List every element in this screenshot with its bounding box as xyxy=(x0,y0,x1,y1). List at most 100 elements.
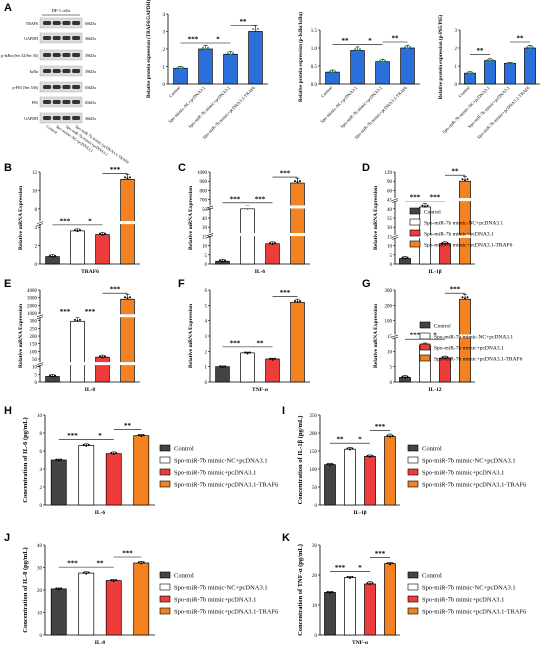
data-point xyxy=(82,443,85,446)
sig-label: *** xyxy=(85,308,96,316)
data-point xyxy=(356,49,359,52)
blot-band xyxy=(52,69,61,73)
x-category-label: Spo-miR-7b mimic+pcDNA3.1-TRAF6 xyxy=(202,85,257,140)
legend-label: Spo-miR-7b mimic-NC+pcDNA3.1 xyxy=(424,221,503,227)
data-point xyxy=(87,571,90,574)
legend-label: Spo-miR-7b mimic-NC+pcDNA3.1 xyxy=(434,335,513,341)
y-tick-label: 120 xyxy=(385,171,393,176)
blot-band xyxy=(62,53,71,57)
y-tick-label: 2 xyxy=(35,245,38,250)
legend-swatch xyxy=(407,595,419,603)
legend-label: Spo-miR-7b mimic+pcDNA3.1 xyxy=(422,470,504,477)
panel-letter-k: K xyxy=(282,532,290,544)
data-point xyxy=(471,71,474,74)
data-point xyxy=(424,205,426,208)
sig-label: ** xyxy=(124,422,132,430)
bar xyxy=(364,456,376,506)
legend-swatch xyxy=(407,571,419,579)
y-tick-label: 50 xyxy=(312,486,318,491)
x-category-label: Spo-miR-7b mimic+pcDNA3.1 xyxy=(339,85,383,129)
blot-size-label: 36kDa xyxy=(85,36,96,41)
blot-size-label: 65kDa xyxy=(85,85,96,90)
data-point xyxy=(531,45,534,48)
legend-swatch xyxy=(159,468,171,476)
chart-d: 0 5 10 15 30 35 40 45 60 90 120 Relative mRNA Expre… xyxy=(373,168,475,275)
data-point xyxy=(369,455,371,458)
data-point xyxy=(464,297,466,300)
blot-protein-label: IκBα xyxy=(30,69,38,74)
data-point xyxy=(469,72,471,75)
data-point xyxy=(401,375,404,378)
bar xyxy=(50,588,67,636)
sig-label: *** xyxy=(67,432,78,440)
chart-i: 0 50 100 150 200 250 Concentration of IL-1β (p… xyxy=(297,414,400,516)
blot-strip xyxy=(39,49,83,61)
data-point xyxy=(232,52,234,55)
y-axis-label: Relative mRNA Expression xyxy=(18,304,24,368)
data-point xyxy=(182,66,184,69)
y-tick-label: 8 xyxy=(40,432,43,437)
blot-band xyxy=(62,100,71,104)
data-point xyxy=(329,464,331,467)
data-point xyxy=(526,45,529,48)
y-tick-label: 0 xyxy=(390,263,393,268)
bar xyxy=(133,562,150,636)
blot-band xyxy=(72,53,81,57)
data-point xyxy=(386,434,389,437)
data-point xyxy=(49,374,51,377)
sig-label: *** xyxy=(67,560,78,568)
blot-band xyxy=(62,69,71,73)
legend: Control Spo-miR-7b mimic-NC+pcDNA3.1 Spo-m… xyxy=(409,207,513,249)
axis-break-mark xyxy=(206,207,214,211)
y-tick-label: 2 xyxy=(163,48,166,53)
axis-break-mark xyxy=(36,364,44,367)
blot-band xyxy=(43,85,51,89)
data-point xyxy=(104,355,106,358)
data-point xyxy=(224,365,226,368)
data-point xyxy=(296,181,299,184)
y-tick-label: 4 xyxy=(205,320,208,325)
y-tick-label: 40 xyxy=(202,217,208,222)
panel-letter-h: H xyxy=(4,405,12,417)
y-tick-label: 30 xyxy=(37,567,43,572)
bar xyxy=(240,352,255,383)
data-point xyxy=(346,576,349,579)
data-point xyxy=(346,447,349,450)
y-tick-label: 6 xyxy=(40,450,43,455)
legend-label: Spo-miR-7b mimic+pcDNA3.1-TRAF6 xyxy=(434,357,523,363)
legend: Control Spo-miR-7b mimic-NC+pcDNA3.1 Spo-m… xyxy=(419,321,523,363)
blot-size-label: 39kDa xyxy=(85,69,96,74)
y-tick-label: 50 xyxy=(202,208,208,213)
bar xyxy=(344,448,356,506)
axis-break-mark xyxy=(36,223,44,226)
y-tick-label: 900 xyxy=(200,180,208,185)
blot-protein-label: GAPDH xyxy=(24,116,38,121)
legend-swatch xyxy=(419,332,431,340)
bar xyxy=(105,580,122,636)
y-tick-label: 1000 xyxy=(27,312,38,317)
chart-e: 0 5 10 50 100 150 200 250 300 1000 2000 3000 4000 Rel… xyxy=(18,286,140,393)
x-axis-label: TRAF6 xyxy=(81,269,99,275)
data-point xyxy=(207,46,209,49)
data-point xyxy=(371,454,374,457)
legend-label: Spo-miR-7b mimic+pcDNA3.1 xyxy=(434,346,504,352)
data-point xyxy=(85,572,88,575)
sig-label: ** xyxy=(337,436,345,444)
data-point xyxy=(87,443,90,446)
y-tick-label: 2000 xyxy=(27,304,38,309)
y-tick-label: 10 xyxy=(37,612,43,617)
x-axis-label: IL-6 xyxy=(255,269,266,275)
axis-break xyxy=(392,234,475,238)
y-tick-label: 10 xyxy=(32,366,38,371)
x-axis-label: TNF-α xyxy=(252,387,269,393)
blot-band xyxy=(52,53,61,57)
data-point xyxy=(204,47,207,50)
y-tick-label: 10 xyxy=(37,414,43,419)
legend-swatch xyxy=(419,343,431,351)
data-point xyxy=(129,176,131,179)
legend-label: Spo-miR-7b mimic-NC+pcDNA3.1 xyxy=(174,585,268,592)
data-point xyxy=(269,357,271,360)
bar xyxy=(248,31,263,85)
bar xyxy=(198,48,213,85)
